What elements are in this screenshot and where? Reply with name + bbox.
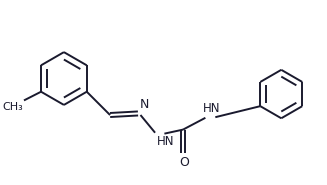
Text: CH₃: CH₃ <box>2 102 23 112</box>
Text: HN: HN <box>203 102 220 115</box>
Text: HN: HN <box>157 135 174 148</box>
Text: O: O <box>179 156 189 169</box>
Text: N: N <box>140 98 149 111</box>
